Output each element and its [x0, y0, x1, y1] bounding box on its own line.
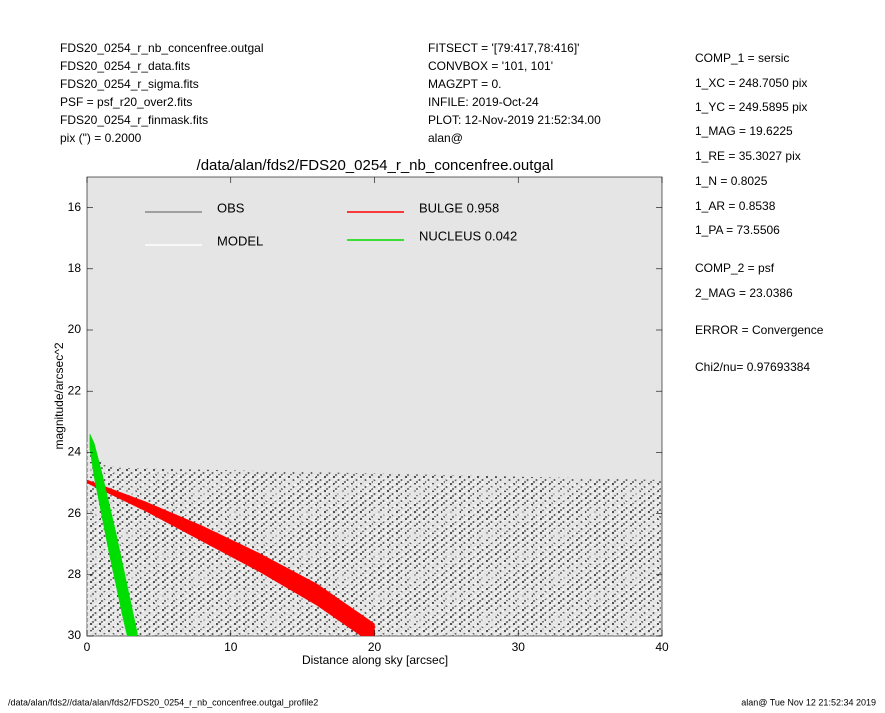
header-left-line: PSF = psf_r20_over2.fits — [60, 95, 192, 109]
header-right-line: ERROR = Convergence — [695, 323, 824, 337]
header-right-line: COMP_2 = psf — [695, 261, 775, 275]
chart-title: /data/alan/fds2/FDS20_0254_r_nb_concenfr… — [197, 157, 554, 174]
y-tick-label: 30 — [68, 628, 82, 642]
x-tick-label: 40 — [655, 640, 669, 654]
x-axis-label: Distance along sky [arcsec] — [302, 653, 448, 667]
header-left-line: FDS20_0254_r_nb_concenfree.outgal — [60, 41, 263, 55]
header-middle-line: MAGZPT = 0. — [428, 77, 501, 91]
header-right-line: 1_RE = 35.3027 pix — [695, 149, 801, 163]
header-left-line: FDS20_0254_r_sigma.fits — [60, 77, 199, 91]
header-left-line: FDS20_0254_r_finmask.fits — [60, 113, 208, 127]
x-tick-label: 20 — [368, 640, 382, 654]
legend-label: NUCLEUS 0.042 — [419, 228, 517, 243]
header-left-line: pix (") = 0.2000 — [60, 131, 142, 145]
x-tick-label: 10 — [224, 640, 238, 654]
footer-right: alan@ Tue Nov 12 21:52:34 2019 — [741, 697, 876, 707]
x-tick-label: 30 — [512, 640, 526, 654]
header-middle-line: alan@ — [428, 131, 463, 145]
header-middle-line: FITSECT = '[79:417,78:416]' — [428, 41, 579, 55]
y-tick-label: 24 — [68, 445, 82, 459]
footer-left: /data/alan/fds2//data/alan/fds2/FDS20_02… — [8, 697, 318, 707]
header-right-line: 1_MAG = 19.6225 — [695, 124, 793, 138]
x-tick-label: 0 — [84, 640, 91, 654]
header-right-line: 1_AR = 0.8538 — [695, 199, 776, 213]
header-middle-line: INFILE: 2019-Oct-24 — [428, 95, 539, 109]
band — [87, 437, 662, 636]
header-right-line: Chi2/nu= 0.97693384 — [695, 360, 810, 374]
y-tick-label: 26 — [68, 506, 82, 520]
y-tick-label: 22 — [68, 383, 82, 397]
header-right-line: 1_YC = 249.5895 pix — [695, 100, 807, 114]
legend-label: BULGE 0.958 — [419, 200, 499, 215]
header-right-line: 1_XC = 248.7050 pix — [695, 76, 807, 90]
y-tick-label: 20 — [68, 322, 82, 336]
header-right-line: 2_MAG = 23.0386 — [695, 286, 793, 300]
header-right-line: 1_N = 0.8025 — [695, 174, 768, 188]
header-middle-line: PLOT: 12-Nov-2019 21:52:34.00 — [428, 113, 601, 127]
band — [89, 433, 138, 636]
header-right-line: 1_PA = 73.5506 — [695, 223, 780, 237]
header-middle-line: CONVBOX = '101, 101' — [428, 59, 553, 73]
header-right-line: COMP_1 = sersic — [695, 51, 789, 65]
y-tick-label: 28 — [68, 567, 82, 581]
header-left-line: FDS20_0254_r_data.fits — [60, 59, 190, 73]
legend-label: OBS — [217, 200, 245, 215]
y-tick-label: 18 — [68, 261, 82, 275]
plot-content — [87, 430, 662, 636]
band — [87, 479, 375, 636]
y-tick-label: 16 — [68, 200, 82, 214]
y-axis-label: magnitude/arcsec^2 — [52, 342, 66, 449]
legend-label: MODEL — [217, 233, 263, 248]
